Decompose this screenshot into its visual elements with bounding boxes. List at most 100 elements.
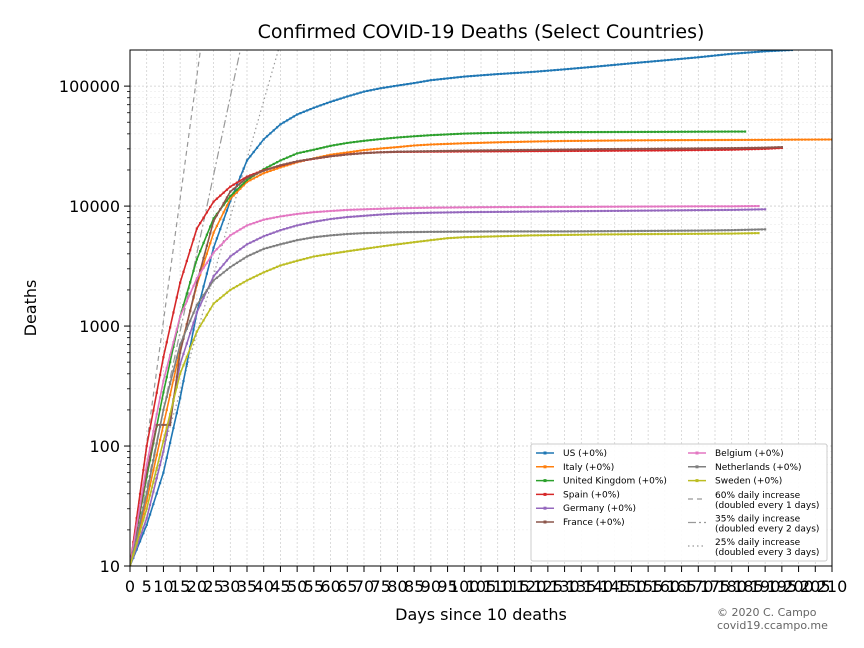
- data-point: [389, 85, 392, 88]
- data-point: [730, 52, 733, 55]
- data-point: [342, 153, 346, 156]
- legend-entry: Sweden (+0%): [688, 477, 782, 487]
- data-point: [219, 244, 222, 247]
- data-point: [733, 148, 737, 151]
- data-point: [687, 57, 690, 60]
- data-point: [209, 282, 212, 285]
- data-point: [195, 258, 198, 261]
- data-point: [158, 453, 162, 456]
- data-point: [463, 206, 466, 209]
- data-point: [647, 149, 650, 152]
- data-point: [346, 153, 349, 156]
- data-point: [613, 209, 616, 212]
- data-point: [372, 138, 376, 141]
- data-point: [195, 277, 198, 280]
- data-point: [362, 152, 366, 155]
- data-point: [199, 250, 202, 253]
- data-point: [199, 269, 202, 272]
- data-point: [630, 139, 633, 142]
- data-point: [182, 335, 185, 338]
- data-point: [396, 231, 399, 234]
- data-point: [703, 130, 707, 133]
- data-point: [399, 212, 402, 215]
- data-point: [650, 209, 653, 212]
- data-point: [426, 79, 429, 82]
- data-point: [275, 161, 279, 164]
- data-point: [279, 229, 282, 232]
- data-point: [600, 149, 603, 152]
- data-point: [499, 72, 503, 75]
- data-point: [536, 70, 539, 73]
- data-point: [550, 149, 553, 153]
- x-tick-label: 100: [449, 577, 480, 596]
- data-point: [245, 243, 249, 246]
- data-point: [386, 150, 389, 154]
- data-point: [319, 147, 322, 150]
- data-point: [774, 146, 777, 149]
- data-point: [620, 139, 623, 142]
- data-point: [740, 51, 743, 55]
- data-point: [352, 215, 356, 218]
- data-point: [172, 345, 175, 348]
- data-point: [185, 300, 188, 303]
- data-point: [800, 138, 804, 141]
- data-point: [202, 241, 205, 245]
- data-point: [336, 209, 339, 212]
- data-point: [299, 238, 302, 241]
- data-point: [426, 143, 429, 146]
- data-point: [530, 230, 533, 233]
- data-point: [443, 211, 446, 214]
- data-point: [677, 130, 680, 133]
- data-point: [179, 397, 182, 400]
- data-point: [239, 259, 242, 262]
- data-point: [720, 208, 723, 212]
- data-point: [202, 266, 205, 270]
- data-point: [142, 519, 145, 522]
- data-point: [479, 230, 483, 233]
- data-point: [606, 230, 610, 233]
- data-point: [586, 149, 590, 152]
- data-point: [570, 205, 573, 208]
- data-point: [723, 147, 727, 150]
- data-point: [296, 239, 299, 242]
- data-point: [403, 145, 406, 148]
- data-point: [262, 169, 265, 172]
- data-point: [536, 150, 539, 153]
- data-point: [185, 323, 188, 326]
- data-point: [262, 218, 265, 221]
- data-point: [466, 211, 469, 214]
- data-point: [503, 72, 506, 75]
- data-point: [463, 132, 466, 135]
- data-point: [409, 82, 412, 85]
- data-point: [259, 236, 262, 240]
- data-point: [463, 75, 466, 78]
- data-point: [700, 55, 703, 59]
- data-point: [322, 210, 325, 213]
- credit-line: covid19.ccampo.me: [717, 619, 828, 632]
- data-point: [543, 148, 546, 151]
- data-point: [456, 142, 459, 145]
- data-point: [623, 130, 626, 134]
- data-point: [282, 263, 285, 266]
- data-point: [158, 438, 162, 442]
- data-point: [255, 238, 259, 241]
- data-point: [406, 231, 409, 234]
- data-point: [693, 209, 697, 212]
- data-point: [610, 149, 613, 152]
- data-point: [550, 148, 553, 151]
- data-point: [640, 130, 643, 134]
- data-point: [499, 210, 503, 213]
- data-point: [262, 172, 265, 175]
- data-point: [222, 241, 225, 244]
- data-point: [185, 342, 188, 345]
- legend-box: [530, 443, 828, 562]
- data-point: [326, 218, 329, 221]
- data-point: [623, 147, 626, 151]
- data-point: [580, 66, 583, 69]
- data-point: [814, 138, 817, 141]
- data-point: [496, 149, 499, 152]
- data-point: [513, 205, 516, 209]
- data-point: [770, 146, 773, 149]
- data-point: [663, 229, 666, 232]
- data-point: [687, 139, 690, 142]
